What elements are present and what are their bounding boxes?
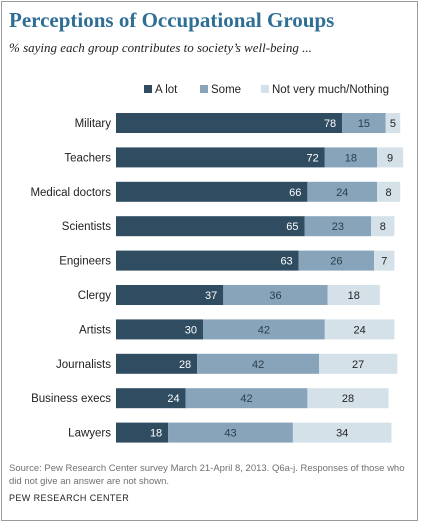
legend-label-1: A lot: [155, 84, 178, 96]
category-label: Medical doctors: [30, 187, 111, 199]
bar-segment-2: [223, 285, 328, 305]
bar-segment-2: [342, 113, 386, 133]
bar-segment-2: [304, 216, 372, 237]
bar-segment-2: [168, 422, 293, 443]
data-label-2: 24: [336, 187, 348, 199]
bar-segment-2: [185, 388, 308, 409]
data-label-1: 66: [289, 187, 301, 199]
data-label-2: 43: [224, 428, 236, 440]
data-label-2: 23: [332, 221, 344, 233]
bar-segment-1: [116, 353, 198, 374]
data-label-3: 5: [390, 118, 396, 130]
data-label-3: 18: [348, 290, 360, 302]
category-label: Military: [75, 118, 112, 130]
category-label: Journalists: [56, 359, 111, 371]
data-label-1: 28: [179, 359, 191, 371]
source-note: Source: Pew Research Center survey March…: [9, 463, 405, 487]
data-label-1: 18: [150, 428, 162, 440]
bar-segment-1: [116, 285, 224, 305]
data-label-2: 42: [258, 324, 270, 336]
bar-segment-2: [307, 181, 377, 202]
brand-label: PEW RESEARCH CENTER: [9, 493, 130, 503]
bar-segment-3: [377, 181, 401, 202]
bar-segment-1: [116, 422, 169, 443]
bar-segment-3: [377, 147, 404, 168]
bar-segment-3: [324, 319, 395, 340]
data-label-2: 15: [358, 118, 370, 130]
data-label-3: 27: [352, 359, 364, 371]
chart-title: Perceptions of Occupational Groups: [9, 8, 335, 32]
data-label-3: 8: [386, 187, 392, 199]
bar-segment-3: [319, 353, 398, 374]
data-label-1: 72: [307, 152, 319, 164]
bar-segment-1: [116, 181, 308, 202]
bar-segment-2: [324, 147, 377, 168]
legend-label-3: Not very much/Nothing: [272, 84, 389, 96]
legend-swatch-3: [261, 85, 269, 93]
data-label-3: 9: [387, 152, 393, 164]
data-label-2: 42: [240, 393, 252, 405]
bar-segment-3: [385, 113, 401, 133]
data-label-1: 78: [324, 118, 336, 130]
bar-segment-1: [116, 216, 305, 237]
legend-label-2: Some: [211, 84, 241, 96]
data-label-3: 34: [336, 428, 348, 440]
data-label-1: 63: [280, 256, 292, 268]
data-label-1: 30: [185, 324, 197, 336]
data-label-3: 28: [342, 393, 354, 405]
legend-swatch-1: [144, 85, 152, 93]
bar-segment-2: [203, 319, 325, 340]
data-label-3: 7: [381, 256, 387, 268]
category-label: Artists: [79, 324, 111, 336]
chart-subtitle: % saying each group contributes to socie…: [9, 40, 312, 55]
data-label-2: 26: [330, 256, 342, 268]
data-label-3: 8: [380, 221, 386, 233]
bar-segment-3: [327, 285, 380, 305]
data-label-1: 65: [286, 221, 298, 233]
bar-segment-3: [307, 388, 389, 409]
bar-segment-1: [116, 147, 325, 168]
bar-segment-2: [197, 353, 319, 374]
category-label: Business execs: [31, 393, 111, 405]
bar-segment-3: [371, 216, 395, 237]
data-label-2: 18: [345, 152, 357, 164]
category-label: Lawyers: [68, 428, 111, 440]
category-label: Engineers: [59, 256, 111, 268]
category-label: Clergy: [78, 290, 111, 302]
legend-swatch-2: [200, 85, 208, 93]
bar-segment-3: [292, 422, 392, 443]
bar-segment-1: [116, 113, 343, 133]
category-label: Scientists: [62, 221, 111, 233]
data-label-2: 42: [252, 359, 264, 371]
data-label-1: 37: [205, 290, 217, 302]
data-label-3: 24: [353, 324, 365, 336]
bar-segment-1: [116, 319, 203, 340]
bar-segment-1: [116, 388, 186, 409]
data-label-2: 36: [269, 290, 281, 302]
category-label: Teachers: [64, 152, 111, 164]
bar-segment-1: [116, 250, 299, 271]
data-label-1: 24: [167, 393, 179, 405]
bar-segment-3: [374, 250, 395, 271]
bar-segment-2: [298, 250, 375, 271]
